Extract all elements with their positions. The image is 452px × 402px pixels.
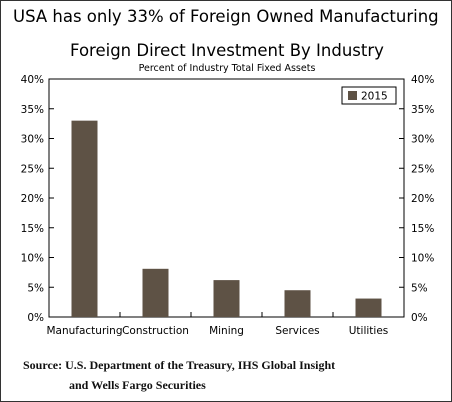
left-y-tick-label: 5%: [27, 282, 44, 294]
left-y-tick-label: 10%: [21, 253, 44, 265]
bars: [71, 120, 382, 318]
bar-manufacturing: [71, 120, 98, 318]
right-y-tick-label: 35%: [411, 104, 434, 116]
right-y-tick-label: 25%: [411, 163, 434, 175]
source-line-2: and Wells Fargo Securities: [69, 378, 206, 392]
x-category-label: Utilities: [349, 325, 389, 337]
right-y-tick-label: 15%: [411, 223, 434, 235]
right-y-tick-label: 40%: [411, 74, 434, 86]
left-y-tick-label: 40%: [21, 74, 44, 86]
left-y-tick-label: 15%: [21, 223, 44, 235]
left-y-axis: 0% 5% 10% 15% 20% 25% 30% 35% 40%: [21, 74, 54, 324]
x-category-label: Manufacturing: [46, 325, 122, 337]
x-category-label: Mining: [209, 325, 244, 337]
right-y-tick-label: 10%: [411, 253, 434, 265]
chart-subtitle: Percent of Industry Total Fixed Assets: [138, 63, 316, 74]
source-line-1: Source: U.S. Department of the Treasury,…: [23, 358, 336, 372]
right-y-tick-label: 5%: [411, 282, 428, 294]
x-category-label: Construction: [122, 325, 189, 337]
legend: 2015: [341, 86, 397, 105]
legend-swatch: [348, 91, 357, 100]
bar-utilities: [355, 298, 382, 317]
left-y-tick-label: 30%: [21, 134, 44, 146]
right-y-tick-label: 20%: [411, 193, 434, 205]
left-y-tick-label: 20%: [21, 193, 44, 205]
legend-label: 2015: [361, 91, 388, 103]
headline: USA has only 33% of Foreign Owned Manufa…: [13, 7, 439, 26]
source-note: Source: U.S. Department of the Treasury,…: [23, 355, 335, 395]
left-y-tick-label: 0%: [27, 312, 44, 324]
x-category-label: Services: [275, 325, 319, 337]
right-y-axis: 0% 5% 10% 15% 20% 25% 30% 35% 40%: [399, 74, 434, 324]
right-y-tick-label: 0%: [411, 312, 428, 324]
left-y-tick-label: 35%: [21, 104, 44, 116]
bar-services: [284, 290, 311, 317]
x-axis: Manufacturing Construction Mining Services U…: [46, 312, 388, 337]
bar-mining: [213, 280, 240, 317]
right-y-tick-label: 30%: [411, 134, 434, 146]
bar-construction: [142, 268, 169, 317]
chart-title: Foreign Direct Investment By Industry: [70, 41, 384, 60]
left-y-tick-label: 25%: [21, 163, 44, 175]
